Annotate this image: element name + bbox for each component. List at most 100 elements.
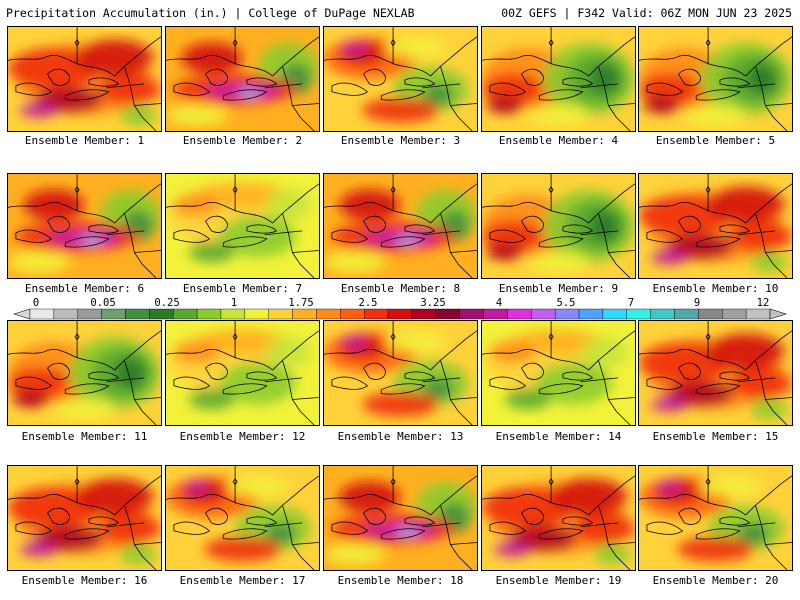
legend-swatch xyxy=(602,308,627,320)
legend-swatch xyxy=(507,308,532,320)
precip-field-map xyxy=(8,27,161,131)
legend-swatch xyxy=(459,308,484,320)
legend-swatch xyxy=(220,308,246,320)
legend-swatch xyxy=(722,308,747,320)
ensemble-member-caption: Ensemble Member: 11 xyxy=(21,430,148,443)
legend-tick-label: 3.25 xyxy=(420,297,446,309)
legend-swatch xyxy=(292,308,317,320)
legend-tick-label: 1.75 xyxy=(288,297,314,309)
legend-swatch xyxy=(149,308,174,320)
ensemble-map-panel xyxy=(323,320,478,426)
legend-tick-label: 4 xyxy=(495,297,503,309)
precip-field-map xyxy=(324,321,477,425)
precip-field-map xyxy=(8,174,161,278)
precipitation-color-scale xyxy=(12,308,788,320)
legend-swatch xyxy=(650,308,675,320)
ensemble-map-panel xyxy=(7,465,162,571)
ensemble-member-caption: Ensemble Member: 20 xyxy=(652,574,779,587)
ensemble-member-caption: Ensemble Member: 15 xyxy=(652,430,779,443)
precip-field-map xyxy=(166,174,319,278)
legend-swatch xyxy=(674,308,699,320)
ensemble-member-caption: Ensemble Member: 4 xyxy=(498,134,619,147)
ensemble-map-panel xyxy=(7,320,162,426)
ensemble-member-caption: Ensemble Member: 17 xyxy=(179,574,306,587)
ensemble-member-caption: Ensemble Member: 7 xyxy=(182,282,303,295)
legend-swatch xyxy=(244,308,269,320)
ensemble-member-caption: Ensemble Member: 18 xyxy=(337,574,464,587)
ensemble-member-caption: Ensemble Member: 14 xyxy=(495,430,622,443)
precip-field-map xyxy=(8,321,161,425)
legend-swatch xyxy=(435,308,460,320)
legend-swatch xyxy=(626,308,651,320)
ensemble-member-caption: Ensemble Member: 19 xyxy=(495,574,622,587)
precip-field-map xyxy=(324,466,477,570)
ensemble-member-caption: Ensemble Member: 2 xyxy=(182,134,303,147)
ensemble-map-panel xyxy=(165,26,320,132)
ensemble-map-panel xyxy=(481,465,636,571)
legend-swatch xyxy=(387,308,413,320)
ensemble-map-panel xyxy=(165,465,320,571)
ensemble-map-panel xyxy=(165,173,320,279)
ensemble-member-caption: Ensemble Member: 8 xyxy=(340,282,461,295)
ensemble-member-caption: Ensemble Member: 3 xyxy=(340,134,461,147)
precip-field-map xyxy=(166,27,319,131)
legend-right-arrow xyxy=(769,308,788,320)
ensemble-member-caption: Ensemble Member: 6 xyxy=(24,282,145,295)
ensemble-map-panel xyxy=(481,173,636,279)
ensemble-map-panel xyxy=(165,320,320,426)
precip-field-map xyxy=(482,27,635,131)
ensemble-member-caption: Ensemble Member: 10 xyxy=(652,282,779,295)
legend-swatch xyxy=(483,308,508,320)
ensemble-map-panel xyxy=(638,26,793,132)
legend-tick-label: 12 xyxy=(756,297,770,309)
legend-swatch xyxy=(531,308,556,320)
ensemble-member-caption: Ensemble Member: 9 xyxy=(498,282,619,295)
ensemble-map-panel xyxy=(7,26,162,132)
ensemble-map-panel xyxy=(323,465,478,571)
precip-field-map xyxy=(8,466,161,570)
ensemble-map-panel xyxy=(638,320,793,426)
ensemble-map-panel xyxy=(323,173,478,279)
legend-swatch xyxy=(173,308,198,320)
ensemble-map-panel xyxy=(481,26,636,132)
legend-tick-label: 2.5 xyxy=(358,297,378,309)
legend-left-arrow xyxy=(12,308,31,320)
legend-swatch xyxy=(77,308,102,320)
ensemble-member-caption: Ensemble Member: 1 xyxy=(24,134,145,147)
legend-swatch xyxy=(745,308,771,320)
legend-tick-label: 0 xyxy=(32,297,40,309)
legend-swatch xyxy=(268,308,293,320)
precip-field-map xyxy=(639,174,792,278)
legend-tick-label: 0.05 xyxy=(90,297,116,309)
precip-field-map xyxy=(482,321,635,425)
legend-swatch xyxy=(554,308,580,320)
ensemble-map-panel xyxy=(638,173,793,279)
precip-field-map xyxy=(639,466,792,570)
precip-field-map xyxy=(324,174,477,278)
ensemble-member-caption: Ensemble Member: 12 xyxy=(179,430,306,443)
ensemble-member-caption: Ensemble Member: 5 xyxy=(655,134,776,147)
precip-field-map xyxy=(639,27,792,131)
precip-field-map xyxy=(639,321,792,425)
precip-field-map xyxy=(324,27,477,131)
legend-tick-label: 5.5 xyxy=(556,297,576,309)
legend-tick-label: 0.25 xyxy=(154,297,180,309)
ensemble-member-caption: Ensemble Member: 16 xyxy=(21,574,148,587)
model-run-info: 00Z GEFS | F342 Valid: 06Z MON JUN 23 20… xyxy=(501,6,792,20)
ensemble-map-panel xyxy=(323,26,478,132)
legend-swatch xyxy=(340,308,365,320)
legend-swatch xyxy=(29,308,55,320)
precip-field-map xyxy=(166,466,319,570)
legend-swatch xyxy=(101,308,126,320)
legend-swatch xyxy=(578,308,604,320)
legend-tick-label: 1 xyxy=(230,297,238,309)
legend-swatch xyxy=(363,308,389,320)
legend-swatch xyxy=(411,308,437,320)
legend-tick-labels: 0 0.05 0.25 1 1.75 2.5 3.25 4 5.5 7 9 12 xyxy=(0,297,800,310)
precip-field-map xyxy=(166,321,319,425)
ensemble-map-panel xyxy=(481,320,636,426)
precip-field-map xyxy=(482,174,635,278)
legend-swatch xyxy=(53,308,78,320)
ensemble-map-panel xyxy=(638,465,793,571)
precip-field-map xyxy=(482,466,635,570)
